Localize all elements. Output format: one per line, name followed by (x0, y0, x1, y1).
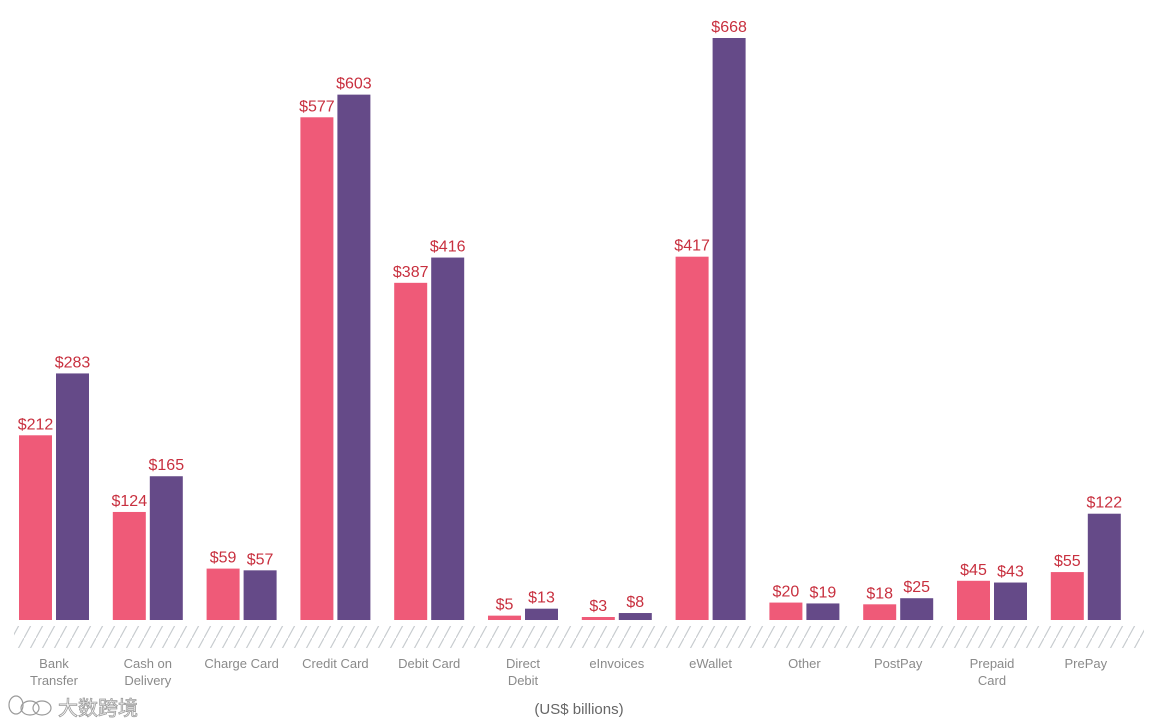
category-label-5: Debit Card (398, 656, 460, 671)
value-label-series1-6: $5 (496, 597, 514, 614)
value-label-series2-9: $19 (810, 584, 837, 601)
category-labels-layer: Bank Transfer Cash on Delivery Charge Card Cr… (30, 656, 1108, 688)
bar-series2-5 (431, 257, 465, 620)
value-label-series2-5: $416 (430, 239, 466, 256)
bar-series1-5 (394, 282, 428, 620)
bar-series1-3 (206, 568, 240, 620)
bar-series1-11 (957, 580, 990, 620)
value-label-series2-4: $603 (336, 76, 372, 93)
bar-series1-7 (581, 617, 615, 620)
bar-series1-4 (300, 117, 334, 621)
value-label-series1-7: $3 (589, 598, 607, 615)
bar-series1-12 (1050, 572, 1084, 620)
value-label-series1-11: $45 (960, 562, 987, 579)
value-label-series2-8: $668 (711, 19, 747, 36)
value-label-series2-2: $165 (149, 457, 185, 474)
value-label-series1-8: $417 (674, 238, 710, 255)
rabbit-logo-icon (8, 695, 52, 716)
bar-series2-4 (337, 94, 371, 621)
bar-series1-1 (19, 435, 52, 620)
value-label-series2-6: $13 (528, 590, 555, 607)
bar-series1-10 (863, 604, 897, 620)
value-label-series2-7: $8 (626, 594, 644, 611)
value-label-series1-4: $577 (299, 98, 335, 115)
value-label-series1-9: $20 (773, 584, 800, 601)
value-label-series2-11: $43 (997, 564, 1024, 581)
x-axis-title: (US$ billions) (534, 701, 623, 718)
category-label-6: Direct Debit (506, 656, 540, 688)
value-label-series2-1: $283 (55, 354, 91, 371)
bar-series2-2 (149, 476, 183, 620)
category-label-7: eInvoices (589, 656, 644, 671)
value-label-series1-1: $212 (18, 416, 54, 433)
value-label-series2-10: $25 (903, 579, 930, 596)
bar-series2-9 (806, 603, 840, 620)
value-label-series2-3: $57 (247, 551, 274, 568)
bar-series1-6 (488, 615, 521, 620)
value-label-series1-10: $18 (866, 585, 893, 602)
value-labels-layer: $212 $283 $124 $165 $59 $57 $577$603 $387$416 $5… (18, 19, 1122, 615)
bar-series2-8 (712, 38, 746, 620)
bar-series1-9 (769, 602, 803, 620)
category-label-10: PostPay (874, 656, 923, 671)
bars-layer (19, 38, 1121, 621)
category-label-4: Credit Card (302, 656, 368, 671)
bar-series2-7 (618, 613, 652, 620)
bar-series2-11 (994, 582, 1027, 620)
watermark-text: 大数跨境 (58, 696, 138, 720)
value-label-series1-5: $387 (393, 264, 429, 281)
category-label-1: Bank Transfer (30, 656, 79, 688)
bar-series2-6 (525, 608, 558, 620)
category-label-2: Cash on Delivery (124, 656, 172, 688)
x-axis-hatched-band (14, 626, 1144, 648)
value-label-series1-2: $124 (112, 493, 148, 510)
bar-series2-12 (1087, 513, 1121, 620)
watermark: 大数跨境 (8, 695, 138, 720)
category-label-11: Prepaid Card (970, 656, 1015, 688)
category-label-8: eWallet (689, 656, 732, 671)
bar-series2-1 (56, 373, 89, 620)
bar-series2-3 (243, 570, 277, 620)
category-label-9: Other (788, 656, 821, 671)
value-label-series1-3: $59 (210, 550, 237, 567)
bar-series1-2 (112, 511, 146, 620)
bar-series2-10 (900, 598, 934, 620)
category-label-12: PrePay (1064, 656, 1107, 671)
category-label-3: Charge Card (204, 656, 278, 671)
value-label-series2-12: $122 (1087, 495, 1123, 512)
value-label-series1-12: $55 (1054, 553, 1081, 570)
bar-series1-8 (675, 256, 709, 620)
